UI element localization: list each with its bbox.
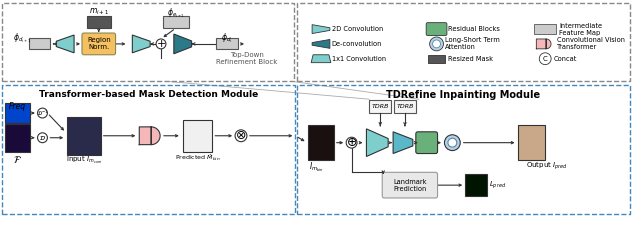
Bar [534, 24, 556, 34]
Text: C: C [543, 56, 548, 62]
Text: $\otimes$: $\otimes$ [236, 129, 246, 142]
Bar [87, 16, 111, 28]
Bar [536, 39, 546, 49]
Bar [67, 117, 100, 154]
Text: Output $I_{pred}$: Output $I_{pred}$ [526, 161, 568, 172]
Circle shape [540, 53, 551, 65]
Circle shape [156, 39, 166, 49]
Text: $\phi_{d_i}$: $\phi_{d_i}$ [221, 31, 233, 45]
Polygon shape [311, 55, 331, 63]
Bar [518, 125, 545, 161]
Circle shape [38, 133, 47, 143]
Text: Concat: Concat [554, 56, 577, 62]
Bar [29, 38, 51, 49]
Text: $\mathcal{D}^{-1}$: $\mathcal{D}^{-1}$ [36, 108, 48, 118]
Text: $I_{m_{bin}}$: $I_{m_{bin}}$ [308, 161, 324, 174]
Text: Intermediate
Feature Map: Intermediate Feature Map [559, 23, 602, 36]
Bar [394, 100, 416, 113]
Text: Input $I_{m_{com}}$: Input $I_{m_{com}}$ [66, 154, 102, 166]
Polygon shape [312, 39, 330, 48]
Text: TDRefine Inpainting Module: TDRefine Inpainting Module [386, 90, 540, 100]
Text: 2D Convolution: 2D Convolution [332, 26, 383, 32]
Text: Freq: Freq [9, 102, 26, 111]
Text: Long-Short Term
Attention: Long-Short Term Attention [445, 38, 500, 50]
Text: De-convolution: De-convolution [332, 41, 382, 47]
Text: Top-Down
Refinement Block: Top-Down Refinement Block [216, 52, 278, 65]
Circle shape [429, 37, 444, 51]
Text: Residual Blocks: Residual Blocks [449, 26, 500, 32]
Text: Predicted $\hat{M}_{bin}$: Predicted $\hat{M}_{bin}$ [175, 153, 220, 163]
Bar [298, 3, 630, 82]
Text: 1x1 Convolution: 1x1 Convolution [332, 56, 386, 62]
Polygon shape [132, 35, 150, 53]
Text: $L_{pred}$: $L_{pred}$ [489, 179, 506, 191]
Bar [428, 55, 445, 63]
FancyBboxPatch shape [426, 23, 447, 35]
Circle shape [448, 138, 457, 147]
Text: TDRB: TDRB [396, 104, 413, 109]
Text: Resized Mask: Resized Mask [449, 56, 493, 62]
Bar [298, 85, 630, 214]
Text: $\phi_{e_{i+1}}$: $\phi_{e_{i+1}}$ [167, 6, 185, 20]
Bar [369, 100, 391, 113]
Bar [5, 124, 30, 151]
Circle shape [235, 130, 247, 142]
Polygon shape [312, 25, 330, 34]
Polygon shape [367, 129, 388, 157]
Bar [2, 85, 295, 214]
Text: $\mathcal{F}$: $\mathcal{F}$ [13, 154, 22, 164]
FancyBboxPatch shape [82, 33, 116, 55]
Bar [308, 125, 334, 161]
Text: Landmark
Prediction: Landmark Prediction [393, 179, 427, 192]
Polygon shape [546, 39, 551, 49]
Circle shape [38, 108, 47, 118]
Polygon shape [151, 127, 160, 145]
Polygon shape [56, 35, 74, 53]
Polygon shape [174, 34, 191, 54]
Text: $\mathcal{D}$: $\mathcal{D}$ [39, 134, 46, 142]
Bar [465, 174, 487, 196]
Polygon shape [393, 132, 413, 154]
Circle shape [433, 40, 440, 48]
FancyBboxPatch shape [382, 172, 438, 198]
Circle shape [346, 137, 357, 148]
Bar [183, 120, 212, 151]
Text: $\phi_{d_{i+1}}$: $\phi_{d_{i+1}}$ [13, 31, 31, 45]
Bar [5, 103, 30, 123]
Text: Convolutional Vision
Transformer: Convolutional Vision Transformer [557, 38, 625, 50]
Text: TDRB: TDRB [372, 104, 389, 109]
Bar [163, 16, 189, 28]
Bar [2, 3, 294, 82]
Text: Region
Norm.: Region Norm. [87, 38, 111, 50]
Text: $+$: $+$ [156, 38, 166, 49]
Bar [216, 38, 238, 49]
Bar [140, 127, 151, 145]
FancyBboxPatch shape [416, 132, 438, 154]
Text: $m_{i+1}$: $m_{i+1}$ [88, 6, 109, 17]
Text: Transformer-based Mask Detection Module: Transformer-based Mask Detection Module [38, 90, 258, 99]
Circle shape [444, 135, 460, 151]
Text: $\oplus$: $\oplus$ [346, 136, 357, 149]
